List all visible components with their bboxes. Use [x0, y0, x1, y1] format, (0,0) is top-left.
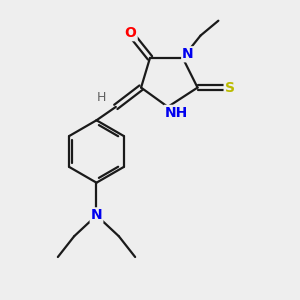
Text: S: S	[225, 81, 235, 94]
Text: NH: NH	[164, 106, 188, 120]
Text: N: N	[182, 47, 194, 61]
Text: N: N	[91, 208, 102, 222]
Text: O: O	[125, 26, 136, 40]
Text: H: H	[96, 92, 106, 104]
